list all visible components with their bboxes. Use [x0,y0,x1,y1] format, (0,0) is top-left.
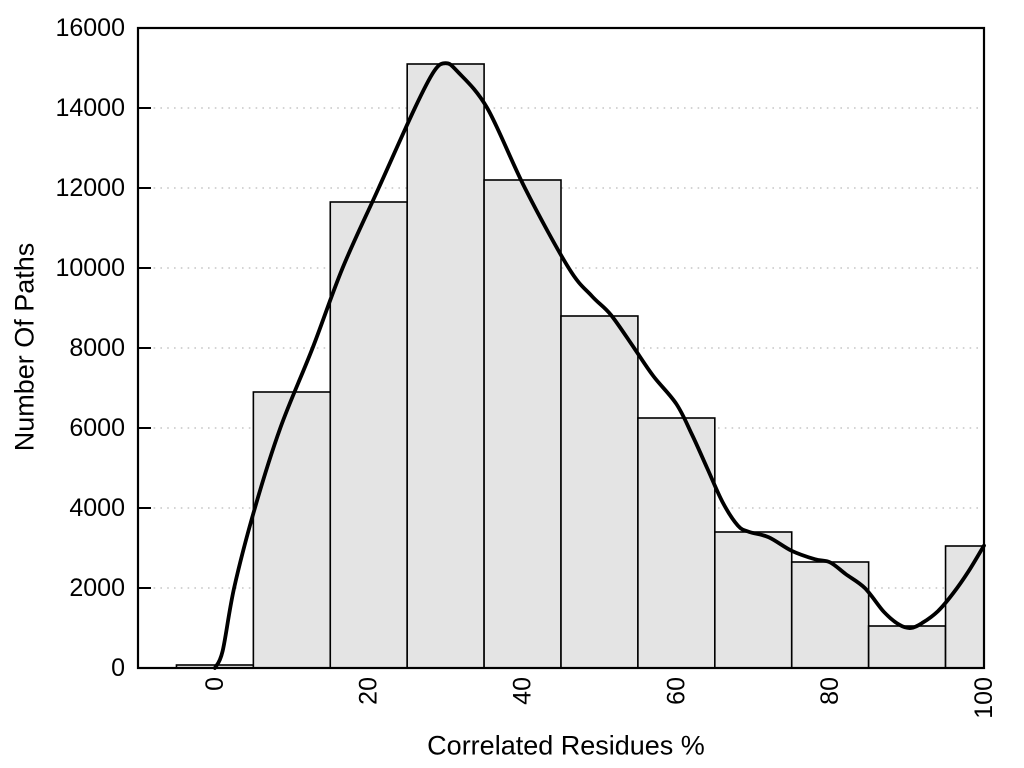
histogram-bar [406,63,485,669]
histogram-bar [560,315,639,669]
x-tick-label: 100 [970,677,998,719]
histogram-bar [790,561,870,669]
y-tick-label: 14000 [55,94,125,122]
y-tick-label: 8000 [69,334,125,362]
x-tick-label: 80 [816,677,844,705]
y-tick-label: 0 [111,654,125,682]
y-tick-label: 16000 [55,14,125,42]
y-tick-label: 2000 [69,574,125,602]
y-tick-label: 10000 [55,254,125,282]
x-tick-label: 0 [201,677,229,691]
histogram-bar [714,531,793,669]
histogram-bar [944,545,985,669]
y-tick-label: 4000 [69,494,125,522]
x-tick-label: 20 [355,677,383,705]
histogram-bar [867,625,947,669]
x-axis-title: Correlated Residues % [427,730,705,761]
y-axis-title: Number Of Paths [9,242,40,452]
y-tick-label: 12000 [55,174,125,202]
plot-frame [136,26,986,670]
x-tick-label: 60 [662,677,690,705]
y-tick-label: 6000 [69,414,125,442]
histogram-bar [252,391,332,669]
density-curve [213,61,986,670]
x-tick-label: 40 [509,677,537,705]
histogram-bar [329,201,408,669]
histogram-bar [483,179,562,669]
